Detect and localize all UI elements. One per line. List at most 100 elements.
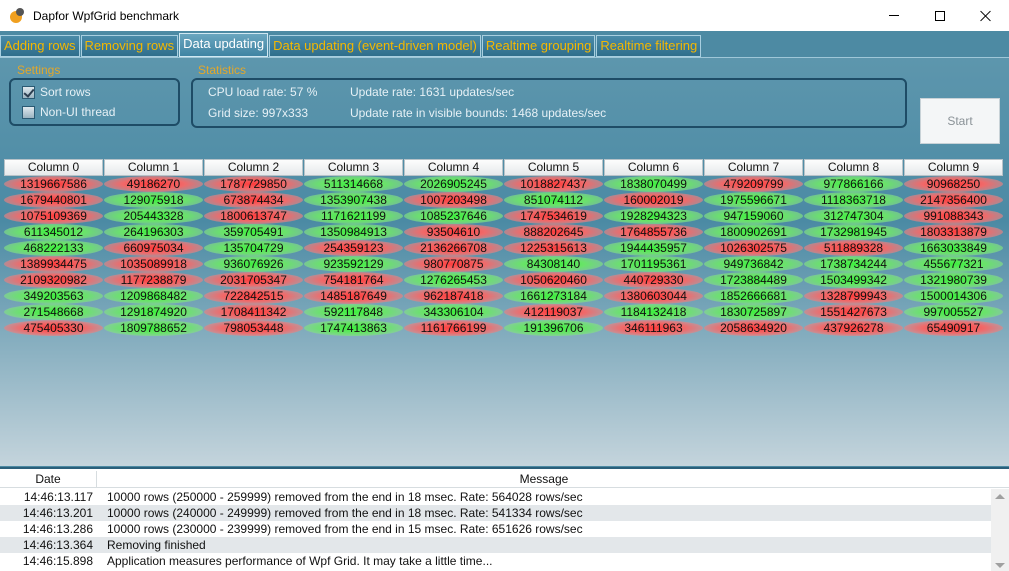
grid-cell[interactable]: 1701195361 <box>604 256 703 272</box>
grid-cell[interactable]: 1085237646 <box>404 208 503 224</box>
grid-cell[interactable]: 1809788652 <box>104 320 203 336</box>
grid-cell[interactable]: 455677321 <box>904 256 1003 272</box>
grid-column-header[interactable]: Column 5 <box>504 159 603 176</box>
grid-cell[interactable]: 1184132418 <box>604 304 703 320</box>
grid-cell[interactable]: 1035089918 <box>104 256 203 272</box>
grid-cell[interactable]: 129075918 <box>104 192 203 208</box>
grid-cell[interactable]: 1852666681 <box>704 288 803 304</box>
grid-cell[interactable]: 90968250 <box>904 176 1003 192</box>
grid-cell[interactable]: 437926278 <box>804 320 903 336</box>
grid-cell[interactable]: 798053448 <box>204 320 303 336</box>
grid-cell[interactable]: 1171621199 <box>304 208 403 224</box>
grid-cell[interactable]: 923592129 <box>304 256 403 272</box>
grid-cell[interactable]: 254359123 <box>304 240 403 256</box>
grid-cell[interactable]: 660975034 <box>104 240 203 256</box>
grid-cell[interactable]: 2058634920 <box>704 320 803 336</box>
grid-cell[interactable]: 346111963 <box>604 320 703 336</box>
grid-cell[interactable]: 349203563 <box>4 288 103 304</box>
grid-cell[interactable]: 1209868482 <box>104 288 203 304</box>
grid-cell[interactable]: 1350984913 <box>304 224 403 240</box>
grid-cell[interactable]: 1551427673 <box>804 304 903 320</box>
grid-cell[interactable]: 1161766199 <box>404 320 503 336</box>
scroll-down-icon[interactable] <box>995 563 1005 568</box>
grid-cell[interactable]: 1708411342 <box>204 304 303 320</box>
grid-cell[interactable]: 1319667586 <box>4 176 103 192</box>
sort-rows-checkbox[interactable] <box>22 85 35 99</box>
grid-cell[interactable]: 160002019 <box>604 192 703 208</box>
grid-column-header[interactable]: Column 8 <box>804 159 903 176</box>
grid-cell[interactable]: 511314668 <box>304 176 403 192</box>
grid-cell[interactable]: 1050620460 <box>504 272 603 288</box>
grid-cell[interactable]: 1018827437 <box>504 176 603 192</box>
grid-cell[interactable]: 343306104 <box>404 304 503 320</box>
log-header-date[interactable]: Date <box>0 471 97 487</box>
grid-column-header[interactable]: Column 2 <box>204 159 303 176</box>
grid-cell[interactable]: 1800902691 <box>704 224 803 240</box>
grid-row[interactable]: 2109320982 1177238879 2031705347 754181764 1… <box>4 272 1005 288</box>
grid-cell[interactable]: 1663033849 <box>904 240 1003 256</box>
grid-cell[interactable]: 412119037 <box>504 304 603 320</box>
grid-cell[interactable]: 1764855736 <box>604 224 703 240</box>
grid-cell[interactable]: 271548668 <box>4 304 103 320</box>
grid-cell[interactable]: 1225315613 <box>504 240 603 256</box>
grid-row[interactable]: 271548668 1291874920 1708411342 592117848 34… <box>4 304 1005 320</box>
grid-row[interactable]: 349203563 1209868482 722842515 1485187649 96… <box>4 288 1005 304</box>
log-row[interactable]: 14:46:13.201 10000 rows (240000 - 249999)… <box>0 505 992 521</box>
grid-cell[interactable]: 475405330 <box>4 320 103 336</box>
grid-cell[interactable]: 1321980739 <box>904 272 1003 288</box>
grid-column-header[interactable]: Column 0 <box>4 159 103 176</box>
grid-row[interactable]: 1679440801 129075918 673874434 1353907438 10… <box>4 192 1005 208</box>
grid-cell[interactable]: 312747304 <box>804 208 903 224</box>
grid-cell[interactable]: 947159060 <box>704 208 803 224</box>
grid-cell[interactable]: 135704729 <box>204 240 303 256</box>
tab-data-updating[interactable]: Data updating <box>179 33 269 57</box>
grid-cell[interactable]: 1389934475 <box>4 256 103 272</box>
grid-row[interactable]: 1319667586 49186270 1787729850 511314668 202… <box>4 176 1005 192</box>
grid-cell[interactable]: 49186270 <box>104 176 203 192</box>
grid-cell[interactable]: 1838070499 <box>604 176 703 192</box>
grid-cell[interactable]: 949736842 <box>704 256 803 272</box>
grid-cell[interactable]: 1075109369 <box>4 208 103 224</box>
grid-column-header[interactable]: Column 9 <box>904 159 1003 176</box>
grid-column-header[interactable]: Column 3 <box>304 159 403 176</box>
grid-cell[interactable]: 2109320982 <box>4 272 103 288</box>
grid-cell[interactable]: 359705491 <box>204 224 303 240</box>
grid-cell[interactable]: 991088343 <box>904 208 1003 224</box>
grid-cell[interactable]: 2031705347 <box>204 272 303 288</box>
grid-column-header[interactable]: Column 4 <box>404 159 503 176</box>
grid-cell[interactable]: 1177238879 <box>104 272 203 288</box>
sort-rows-option[interactable]: Sort rows <box>22 85 91 99</box>
grid-cell[interactable]: 1026302575 <box>704 240 803 256</box>
log-header-message[interactable]: Message <box>519 472 569 486</box>
grid-cell[interactable]: 1328799943 <box>804 288 903 304</box>
grid-row[interactable]: 1075109369 205443328 1800613747 1171621199 1… <box>4 208 1005 224</box>
start-button[interactable]: Start <box>920 98 1000 144</box>
grid-cell[interactable]: 962187418 <box>404 288 503 304</box>
maximize-button[interactable] <box>917 0 963 31</box>
grid-cell[interactable]: 2026905245 <box>404 176 503 192</box>
grid-cell[interactable]: 1276265453 <box>404 272 503 288</box>
grid-cell[interactable]: 1787729850 <box>204 176 303 192</box>
grid-row[interactable]: 611345012 264196303 359705491 1350984913 935… <box>4 224 1005 240</box>
grid-row[interactable]: 1389934475 1035089918 936076926 923592129 98… <box>4 256 1005 272</box>
grid-row[interactable]: 475405330 1809788652 798053448 1747413863 11… <box>4 320 1005 336</box>
grid-cell[interactable]: 1500014306 <box>904 288 1003 304</box>
grid-cell[interactable]: 468222133 <box>4 240 103 256</box>
grid-cell[interactable]: 1661273184 <box>504 288 603 304</box>
grid-cell[interactable]: 1928294323 <box>604 208 703 224</box>
grid-cell[interactable]: 673874434 <box>204 192 303 208</box>
grid-cell[interactable]: 93504610 <box>404 224 503 240</box>
grid-cell[interactable]: 592117848 <box>304 304 403 320</box>
minimize-button[interactable] <box>871 0 917 31</box>
grid-cell[interactable]: 1803313879 <box>904 224 1003 240</box>
grid-cell[interactable]: 511889328 <box>804 240 903 256</box>
log-scrollbar[interactable] <box>991 489 1009 571</box>
non-ui-thread-option[interactable]: Non-UI thread <box>22 105 115 119</box>
grid-cell[interactable]: 1944435957 <box>604 240 703 256</box>
grid-cell[interactable]: 1800613747 <box>204 208 303 224</box>
grid-cell[interactable]: 1738734244 <box>804 256 903 272</box>
grid-cell[interactable]: 264196303 <box>104 224 203 240</box>
non-ui-thread-checkbox[interactable] <box>22 105 35 119</box>
grid-cell[interactable]: 1830725897 <box>704 304 803 320</box>
tab-adding-rows[interactable]: Adding rows <box>0 35 80 57</box>
